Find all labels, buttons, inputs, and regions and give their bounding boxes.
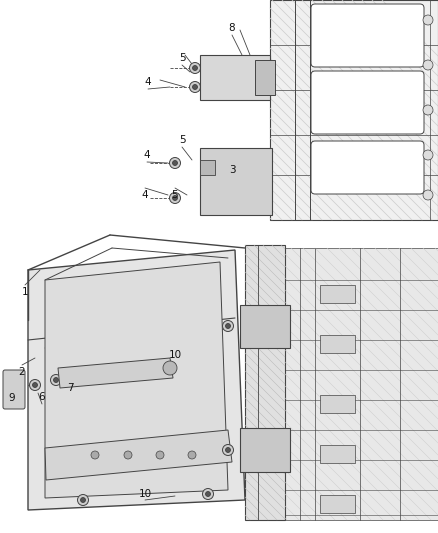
Text: 1: 1 bbox=[22, 287, 28, 297]
Circle shape bbox=[423, 15, 433, 25]
FancyBboxPatch shape bbox=[311, 4, 424, 67]
Polygon shape bbox=[240, 305, 290, 348]
Circle shape bbox=[81, 497, 85, 503]
Text: 5: 5 bbox=[179, 53, 185, 63]
Circle shape bbox=[32, 383, 38, 387]
FancyBboxPatch shape bbox=[311, 71, 424, 134]
Polygon shape bbox=[200, 148, 272, 215]
Polygon shape bbox=[200, 55, 270, 100]
Circle shape bbox=[173, 160, 177, 165]
Bar bbox=[320, 445, 355, 463]
Circle shape bbox=[78, 495, 88, 505]
Polygon shape bbox=[45, 430, 232, 480]
Bar bbox=[320, 495, 355, 513]
Circle shape bbox=[226, 324, 230, 328]
Circle shape bbox=[423, 190, 433, 200]
Circle shape bbox=[50, 375, 61, 385]
Text: 9: 9 bbox=[9, 393, 15, 403]
Circle shape bbox=[223, 320, 233, 332]
Bar bbox=[320, 395, 355, 413]
Text: 4: 4 bbox=[145, 77, 151, 87]
Circle shape bbox=[226, 448, 230, 453]
Circle shape bbox=[29, 379, 40, 391]
Circle shape bbox=[91, 451, 99, 459]
Polygon shape bbox=[285, 248, 438, 520]
Polygon shape bbox=[28, 250, 245, 510]
Bar bbox=[320, 285, 355, 303]
Circle shape bbox=[193, 66, 198, 70]
Circle shape bbox=[423, 60, 433, 70]
Circle shape bbox=[188, 451, 196, 459]
Circle shape bbox=[156, 451, 164, 459]
Text: 8: 8 bbox=[229, 23, 235, 33]
Circle shape bbox=[423, 105, 433, 115]
Circle shape bbox=[124, 451, 132, 459]
Circle shape bbox=[190, 62, 201, 74]
Circle shape bbox=[423, 150, 433, 160]
Polygon shape bbox=[255, 60, 275, 95]
Text: 7: 7 bbox=[67, 383, 73, 393]
FancyBboxPatch shape bbox=[3, 370, 25, 409]
Polygon shape bbox=[240, 428, 290, 472]
Polygon shape bbox=[45, 262, 228, 498]
Circle shape bbox=[170, 192, 180, 204]
Circle shape bbox=[223, 445, 233, 456]
Text: 4: 4 bbox=[141, 190, 148, 200]
Text: 5: 5 bbox=[179, 135, 185, 145]
FancyBboxPatch shape bbox=[311, 141, 424, 194]
Text: 10: 10 bbox=[138, 489, 152, 499]
Polygon shape bbox=[245, 245, 285, 520]
Text: 10: 10 bbox=[169, 350, 182, 360]
Polygon shape bbox=[270, 0, 438, 220]
Text: 3: 3 bbox=[229, 165, 235, 175]
Polygon shape bbox=[58, 358, 173, 388]
Circle shape bbox=[190, 82, 201, 93]
Bar bbox=[320, 335, 355, 353]
Circle shape bbox=[193, 85, 198, 90]
Text: 6: 6 bbox=[39, 392, 45, 402]
Circle shape bbox=[170, 157, 180, 168]
Polygon shape bbox=[200, 160, 215, 175]
Circle shape bbox=[173, 196, 177, 200]
Circle shape bbox=[202, 489, 213, 499]
Text: 2: 2 bbox=[19, 367, 25, 377]
Circle shape bbox=[53, 377, 59, 383]
Circle shape bbox=[163, 361, 177, 375]
Text: 5: 5 bbox=[172, 190, 178, 200]
Circle shape bbox=[205, 491, 211, 496]
Text: 4: 4 bbox=[144, 150, 150, 160]
